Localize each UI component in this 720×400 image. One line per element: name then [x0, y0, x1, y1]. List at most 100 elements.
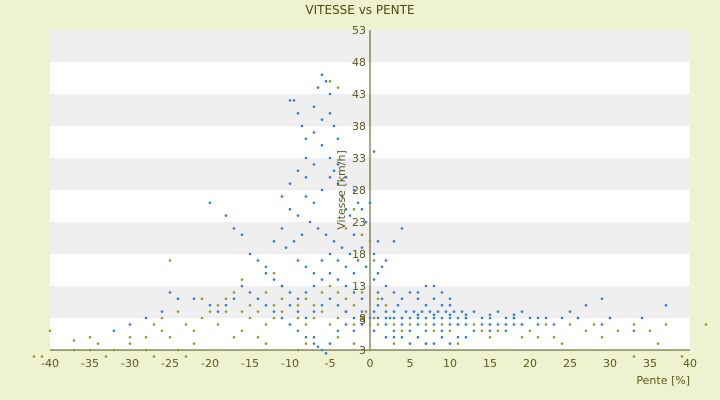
data-point-olive — [520, 335, 524, 339]
data-point-olive — [264, 291, 268, 294]
data-point-olive — [336, 86, 340, 89]
data-point-olive — [592, 323, 596, 326]
data-point-blue — [424, 284, 428, 288]
data-point-blue — [420, 310, 424, 313]
data-point-blue — [288, 291, 292, 294]
y-tick-label: 18 — [352, 248, 366, 261]
data-point-blue — [300, 233, 304, 237]
data-point-blue — [360, 207, 364, 211]
data-point-blue — [316, 86, 320, 89]
data-point-blue — [288, 323, 292, 326]
data-point-olive — [152, 323, 156, 326]
data-point-blue — [436, 310, 440, 313]
data-point-blue — [264, 271, 268, 275]
series-blue-points — [112, 73, 668, 355]
data-point-blue — [296, 310, 300, 313]
data-point-blue — [312, 105, 316, 109]
data-point-blue — [384, 323, 388, 326]
data-point-blue — [348, 252, 352, 256]
data-point-blue — [304, 156, 308, 160]
data-point-blue — [392, 239, 396, 243]
data-point-olive — [480, 329, 484, 333]
data-point-blue — [192, 297, 196, 301]
data-point-blue — [440, 303, 444, 307]
data-point-blue — [488, 316, 492, 320]
data-point-blue — [312, 201, 316, 205]
data-point-blue — [292, 239, 296, 243]
chart-title: VITESSE vs PENTE — [305, 3, 414, 17]
data-point-blue — [384, 284, 388, 288]
data-point-blue — [352, 233, 356, 237]
data-point-blue — [280, 227, 284, 230]
data-point-blue — [320, 143, 324, 147]
data-point-blue — [372, 278, 376, 281]
data-point-olive — [376, 323, 380, 326]
data-point-olive — [456, 342, 460, 345]
data-point-blue — [112, 329, 116, 333]
y-tick-label: 3 — [359, 314, 366, 327]
data-point-olive — [472, 323, 476, 326]
data-point-blue — [400, 316, 404, 320]
data-point-blue — [328, 297, 332, 301]
data-point-olive — [272, 271, 276, 275]
data-point-blue — [456, 323, 460, 326]
data-point-olive — [408, 323, 412, 326]
data-point-blue — [416, 316, 420, 320]
data-point-blue — [296, 259, 300, 262]
data-point-olive — [248, 303, 252, 307]
data-point-blue — [208, 303, 212, 307]
data-point-olive — [200, 297, 204, 301]
data-point-olive — [168, 335, 172, 339]
data-point-blue — [432, 313, 436, 317]
data-point-blue — [464, 313, 468, 317]
data-point-olive — [632, 355, 636, 358]
data-point-blue — [520, 323, 524, 326]
data-point-olive — [376, 297, 380, 301]
data-point-blue — [376, 239, 380, 243]
data-point-blue — [412, 310, 416, 313]
data-point-olive — [128, 335, 132, 339]
data-point-blue — [324, 233, 328, 237]
data-point-blue — [424, 329, 428, 333]
data-point-blue — [324, 79, 328, 83]
data-point-blue — [320, 303, 324, 307]
data-point-blue — [248, 252, 252, 256]
data-point-blue — [388, 316, 392, 320]
data-point-olive — [256, 310, 260, 313]
data-point-olive — [336, 335, 340, 339]
data-point-olive — [152, 355, 156, 358]
data-point-olive — [304, 342, 308, 345]
data-point-blue — [340, 195, 344, 198]
data-point-blue — [400, 335, 404, 339]
data-point-blue — [496, 310, 500, 313]
data-point-blue — [424, 316, 428, 320]
x-tick-label: -40 — [41, 357, 59, 370]
data-point-olive — [312, 316, 316, 320]
data-point-olive — [184, 355, 188, 358]
data-point-blue — [336, 163, 340, 166]
data-point-olive — [296, 303, 300, 307]
data-point-olive — [256, 335, 260, 339]
data-point-olive — [360, 233, 364, 237]
data-point-olive — [440, 323, 444, 326]
data-point-olive — [232, 291, 236, 294]
data-point-blue — [352, 271, 356, 275]
data-point-olive — [368, 348, 372, 352]
data-point-blue — [432, 284, 436, 288]
data-point-blue — [240, 284, 244, 288]
data-point-olive — [352, 323, 356, 326]
data-point-blue — [248, 291, 252, 294]
data-point-olive — [328, 284, 332, 288]
data-point-blue — [256, 259, 260, 262]
data-point-blue — [336, 303, 340, 307]
data-point-blue — [320, 118, 324, 121]
data-point-blue — [320, 259, 324, 262]
data-point-blue — [432, 297, 436, 301]
data-point-blue — [464, 323, 468, 326]
data-point-olive — [272, 316, 276, 320]
y-axis-title: Vitesse [km/h] — [335, 150, 348, 230]
data-point-olive — [704, 323, 708, 326]
data-point-blue — [316, 345, 320, 349]
data-point-blue — [336, 137, 340, 141]
data-point-blue — [472, 310, 476, 313]
